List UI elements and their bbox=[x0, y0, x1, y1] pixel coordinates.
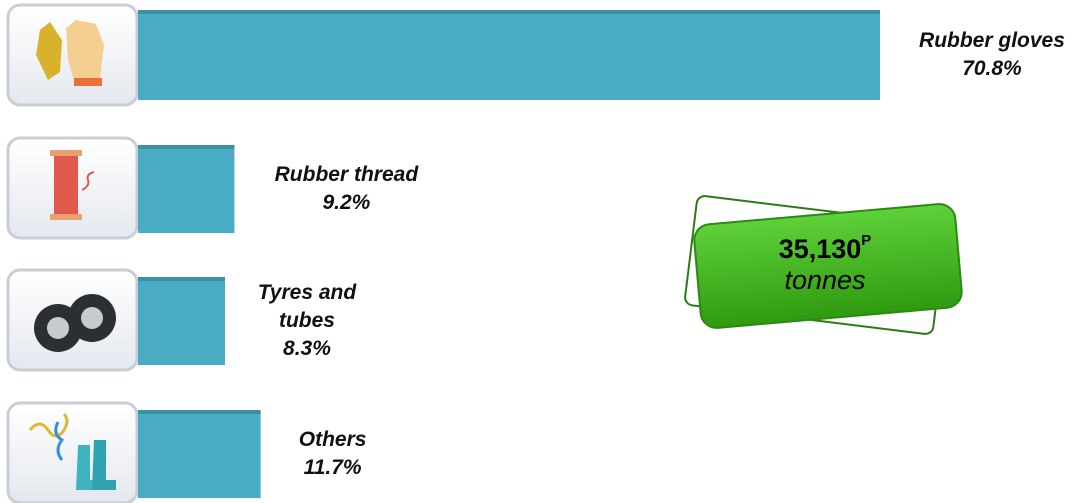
value-label: 9.2% bbox=[322, 191, 371, 214]
bar-label: Tyres and tubes 8.3% bbox=[242, 279, 372, 363]
icon-box bbox=[6, 401, 139, 503]
badge bbox=[684, 195, 963, 335]
bar-label: Others 11.7% bbox=[278, 426, 388, 482]
bar-label: Rubber thread 9.2% bbox=[251, 161, 441, 217]
category-label: Rubber gloves bbox=[919, 29, 1065, 52]
category-label: Tyres and tubes bbox=[257, 281, 357, 332]
value-label: 8.3% bbox=[283, 337, 331, 360]
bar bbox=[138, 410, 261, 498]
bar-shade bbox=[138, 410, 261, 414]
icons bbox=[6, 3, 139, 503]
bar-label: Rubber gloves 70.8% bbox=[897, 27, 1087, 83]
superscript: P bbox=[861, 232, 872, 249]
bar bbox=[138, 10, 880, 100]
bar-shade bbox=[138, 10, 880, 14]
badge-fill bbox=[693, 203, 963, 329]
unit: tonnes bbox=[784, 265, 866, 295]
value-label: 70.8% bbox=[962, 57, 1022, 80]
bar-shade bbox=[138, 277, 225, 281]
total: 35,130 bbox=[778, 234, 862, 264]
category-label: Others bbox=[298, 428, 367, 451]
badge-text: 35,130P tonnes bbox=[700, 218, 950, 318]
bar bbox=[138, 145, 235, 233]
others-icon bbox=[28, 412, 116, 490]
category-label: Rubber thread bbox=[274, 163, 419, 186]
tyres-icon bbox=[34, 294, 116, 352]
bar bbox=[138, 277, 225, 365]
badge-value: 35,130P bbox=[700, 232, 950, 265]
thread-icon bbox=[50, 150, 95, 220]
value-label: 11.7% bbox=[303, 456, 362, 479]
bar-shade bbox=[138, 145, 235, 149]
gloves-icon bbox=[36, 20, 104, 86]
